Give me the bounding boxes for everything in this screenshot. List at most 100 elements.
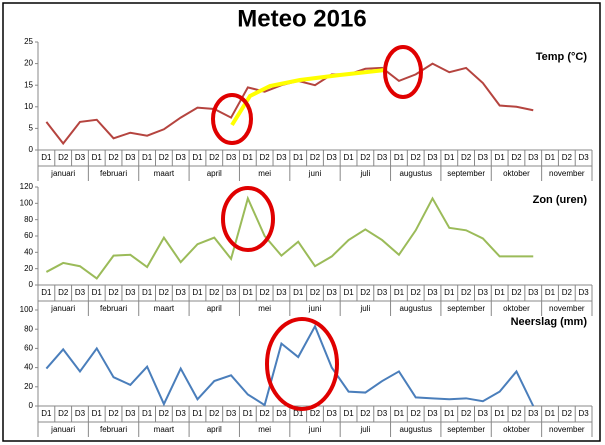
x-tick-label: D1 — [444, 288, 455, 297]
x-tick-label: D2 — [58, 153, 69, 162]
circle-annotation — [265, 317, 339, 411]
x-tick-label: D3 — [578, 288, 589, 297]
x-tick-label: D2 — [562, 288, 573, 297]
month-label: juni — [308, 169, 322, 178]
x-tick-label: D1 — [495, 288, 506, 297]
month-label: juni — [308, 304, 322, 313]
month-label: juli — [359, 169, 370, 178]
chart-title: Meteo 2016 — [237, 5, 366, 32]
x-tick-label: D3 — [276, 409, 287, 418]
month-label: april — [207, 304, 222, 313]
y-tick-label: 60 — [24, 231, 33, 240]
y-tick-label: 0 — [29, 280, 34, 289]
x-tick-label: D1 — [394, 288, 405, 297]
month-label: september — [447, 425, 485, 434]
x-tick-label: D2 — [562, 409, 573, 418]
x-tick-label: D3 — [176, 409, 187, 418]
month-label: februari — [100, 169, 127, 178]
x-tick-label: D1 — [545, 288, 556, 297]
frame — [2, 2, 601, 442]
x-tick-label: D3 — [478, 409, 489, 418]
x-tick-label: D1 — [41, 409, 52, 418]
x-tick-label: D3 — [327, 409, 338, 418]
month-label: april — [207, 425, 222, 434]
month-label: februari — [100, 425, 127, 434]
x-tick-label: D1 — [92, 409, 103, 418]
month-label: mei — [258, 425, 271, 434]
y-tick-label: 20 — [24, 264, 33, 273]
x-tick-label: D1 — [343, 153, 354, 162]
x-tick-label: D2 — [58, 409, 69, 418]
x-tick-label: D1 — [142, 288, 153, 297]
x-tick-label: D1 — [394, 409, 405, 418]
x-tick-label: D3 — [125, 409, 136, 418]
x-tick-label: D2 — [360, 409, 371, 418]
month-label: november — [549, 304, 585, 313]
y-tick-label: 25 — [24, 37, 33, 46]
x-tick-label: D2 — [209, 288, 220, 297]
x-tick-label: D1 — [41, 153, 52, 162]
x-tick-label: D2 — [411, 153, 422, 162]
x-tick-label: D1 — [142, 409, 153, 418]
x-tick-label: D3 — [276, 288, 287, 297]
x-tick-label: D1 — [545, 409, 556, 418]
x-tick-label: D3 — [176, 153, 187, 162]
x-tick-label: D3 — [226, 153, 237, 162]
x-tick-label: D3 — [276, 153, 287, 162]
circle-annotation — [221, 186, 275, 252]
x-tick-label: D3 — [75, 153, 86, 162]
month-label: september — [447, 304, 485, 313]
x-tick-label: D2 — [411, 288, 422, 297]
x-tick-label: D2 — [511, 153, 522, 162]
month-label: mei — [258, 169, 271, 178]
x-tick-label: D2 — [461, 153, 472, 162]
x-tick-label: D1 — [92, 288, 103, 297]
month-label: januari — [50, 304, 75, 313]
month-label: april — [207, 169, 222, 178]
x-tick-label: D2 — [159, 288, 170, 297]
series-line — [45, 195, 534, 280]
x-tick-label: D1 — [343, 409, 354, 418]
month-label: juli — [359, 425, 370, 434]
x-tick-label: D3 — [578, 409, 589, 418]
y-tick-label: 60 — [24, 344, 33, 353]
x-tick-label: D2 — [159, 409, 170, 418]
x-tick-label: D3 — [327, 288, 338, 297]
month-label: november — [549, 169, 585, 178]
x-tick-label: D2 — [461, 409, 472, 418]
month-label: oktober — [503, 425, 530, 434]
x-tick-label: D2 — [360, 153, 371, 162]
month-label: februari — [100, 304, 127, 313]
month-label: oktober — [503, 304, 530, 313]
x-tick-label: D2 — [310, 288, 321, 297]
y-tick-label: 40 — [24, 363, 33, 372]
x-tick-label: D1 — [192, 153, 203, 162]
y-tick-label: 80 — [24, 215, 33, 224]
month-label: november — [549, 425, 585, 434]
x-tick-label: D2 — [58, 288, 69, 297]
month-label: augustus — [399, 169, 431, 178]
month-label: september — [447, 169, 485, 178]
x-tick-label: D1 — [243, 409, 254, 418]
y-tick-label: 5 — [29, 124, 34, 133]
x-tick-label: D2 — [511, 288, 522, 297]
x-tick-label: D2 — [108, 153, 119, 162]
y-tick-label: 120 — [20, 182, 34, 191]
y-tick-label: 20 — [24, 59, 33, 68]
y-tick-label: 100 — [20, 305, 34, 314]
x-tick-label: D2 — [310, 153, 321, 162]
y-tick-label: 0 — [29, 145, 34, 154]
x-tick-label: D2 — [511, 409, 522, 418]
x-tick-label: D2 — [209, 153, 220, 162]
circle-annotation — [211, 93, 253, 145]
y-tick-label: 40 — [24, 247, 33, 256]
x-tick-label: D2 — [159, 153, 170, 162]
x-tick-label: D3 — [578, 153, 589, 162]
x-tick-label: D3 — [478, 288, 489, 297]
y-tick-label: 10 — [24, 102, 33, 111]
x-tick-label: D1 — [192, 409, 203, 418]
x-tick-label: D3 — [377, 288, 388, 297]
x-tick-label: D2 — [411, 409, 422, 418]
y-tick-label: 100 — [20, 198, 34, 207]
